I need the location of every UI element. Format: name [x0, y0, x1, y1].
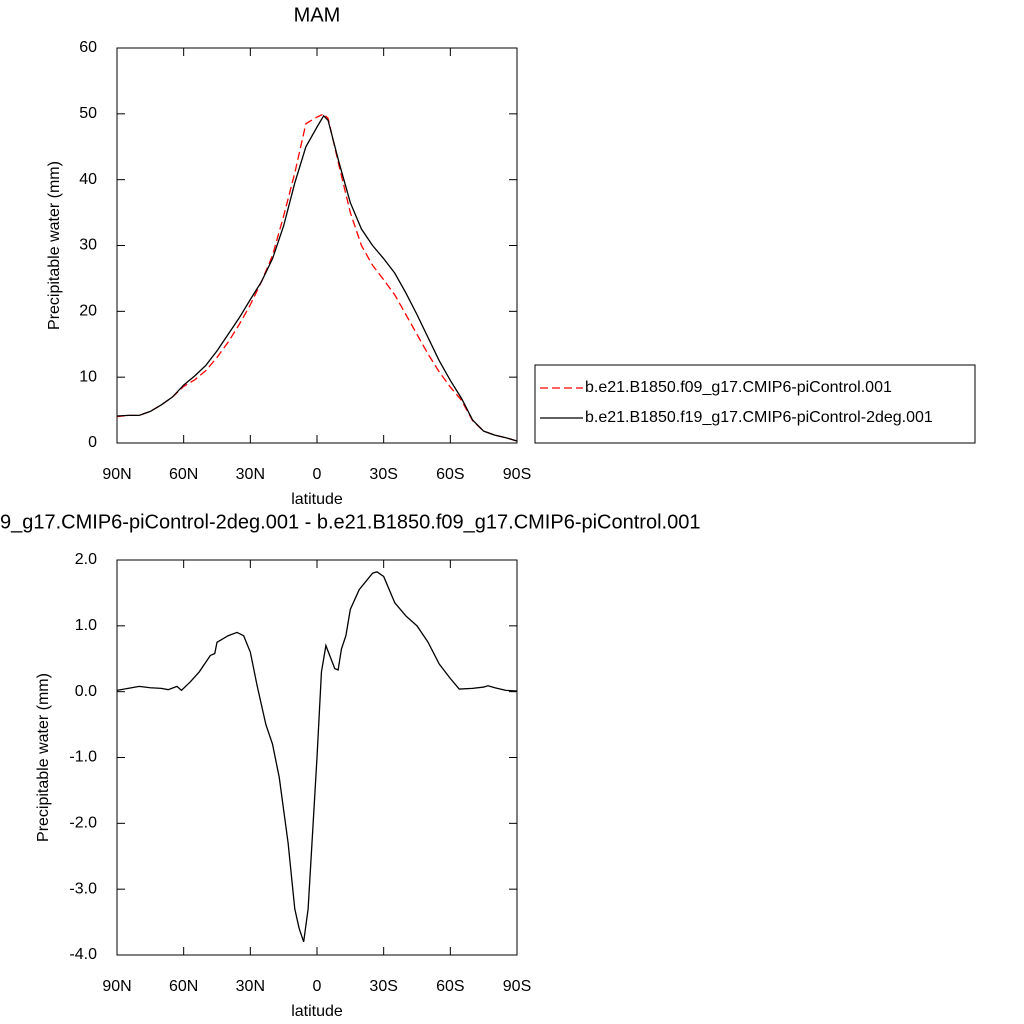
- y-tick-label: 10: [79, 368, 97, 385]
- x-tick-label: 90N: [102, 978, 131, 995]
- x-tick-label: 30S: [369, 466, 397, 483]
- chart-title: MAM: [294, 4, 341, 26]
- y-tick-label: -4.0: [69, 946, 97, 963]
- x-tick-label: 0: [313, 978, 322, 995]
- x-tick-label: 60N: [169, 978, 198, 995]
- y-tick-label: 1.0: [75, 617, 97, 634]
- y-tick-label: 2.0: [75, 551, 97, 568]
- x-axis-label: latitude: [291, 491, 343, 508]
- y-tick-label: 40: [79, 171, 97, 188]
- y-tick-label: -2.0: [69, 815, 97, 832]
- y-tick-label: 0: [88, 434, 97, 451]
- data-line: [116, 114, 518, 442]
- x-tick-label: 60N: [169, 466, 198, 483]
- plot-frame: [116, 47, 518, 444]
- y-tick-label: 30: [79, 237, 97, 254]
- x-tick-label: 30S: [369, 978, 397, 995]
- chart-title: 9_g17.CMIP6-piControl-2deg.001 - b.e21.B…: [0, 511, 700, 533]
- x-tick-label: 60S: [436, 466, 464, 483]
- y-tick-label: -1.0: [69, 749, 97, 766]
- data-line: [116, 571, 518, 943]
- legend-label: b.e21.B1850.f09_g17.CMIP6-piControl.001: [585, 379, 892, 396]
- x-tick-label: 90S: [503, 978, 531, 995]
- x-tick-label: 90S: [503, 466, 531, 483]
- y-tick-label: -3.0: [69, 880, 97, 897]
- y-tick-label: 0.0: [75, 683, 97, 700]
- legend-label: b.e21.B1850.f19_g17.CMIP6-piControl-2deg…: [585, 409, 933, 426]
- x-tick-label: 30N: [236, 978, 265, 995]
- y-tick-label: 20: [79, 303, 97, 320]
- data-line: [116, 113, 518, 442]
- y-axis-label: Precipitable water (mm): [46, 161, 63, 330]
- x-tick-label: 90N: [102, 466, 131, 483]
- x-tick-label: 30N: [236, 466, 265, 483]
- x-tick-label: 60S: [436, 978, 464, 995]
- y-tick-label: 60: [79, 39, 97, 56]
- y-tick-label: 50: [79, 105, 97, 122]
- legend-box: [534, 364, 976, 444]
- x-axis-label: latitude: [291, 1003, 343, 1020]
- x-tick-label: 0: [313, 466, 322, 483]
- y-axis-label: Precipitable water (mm): [35, 673, 52, 842]
